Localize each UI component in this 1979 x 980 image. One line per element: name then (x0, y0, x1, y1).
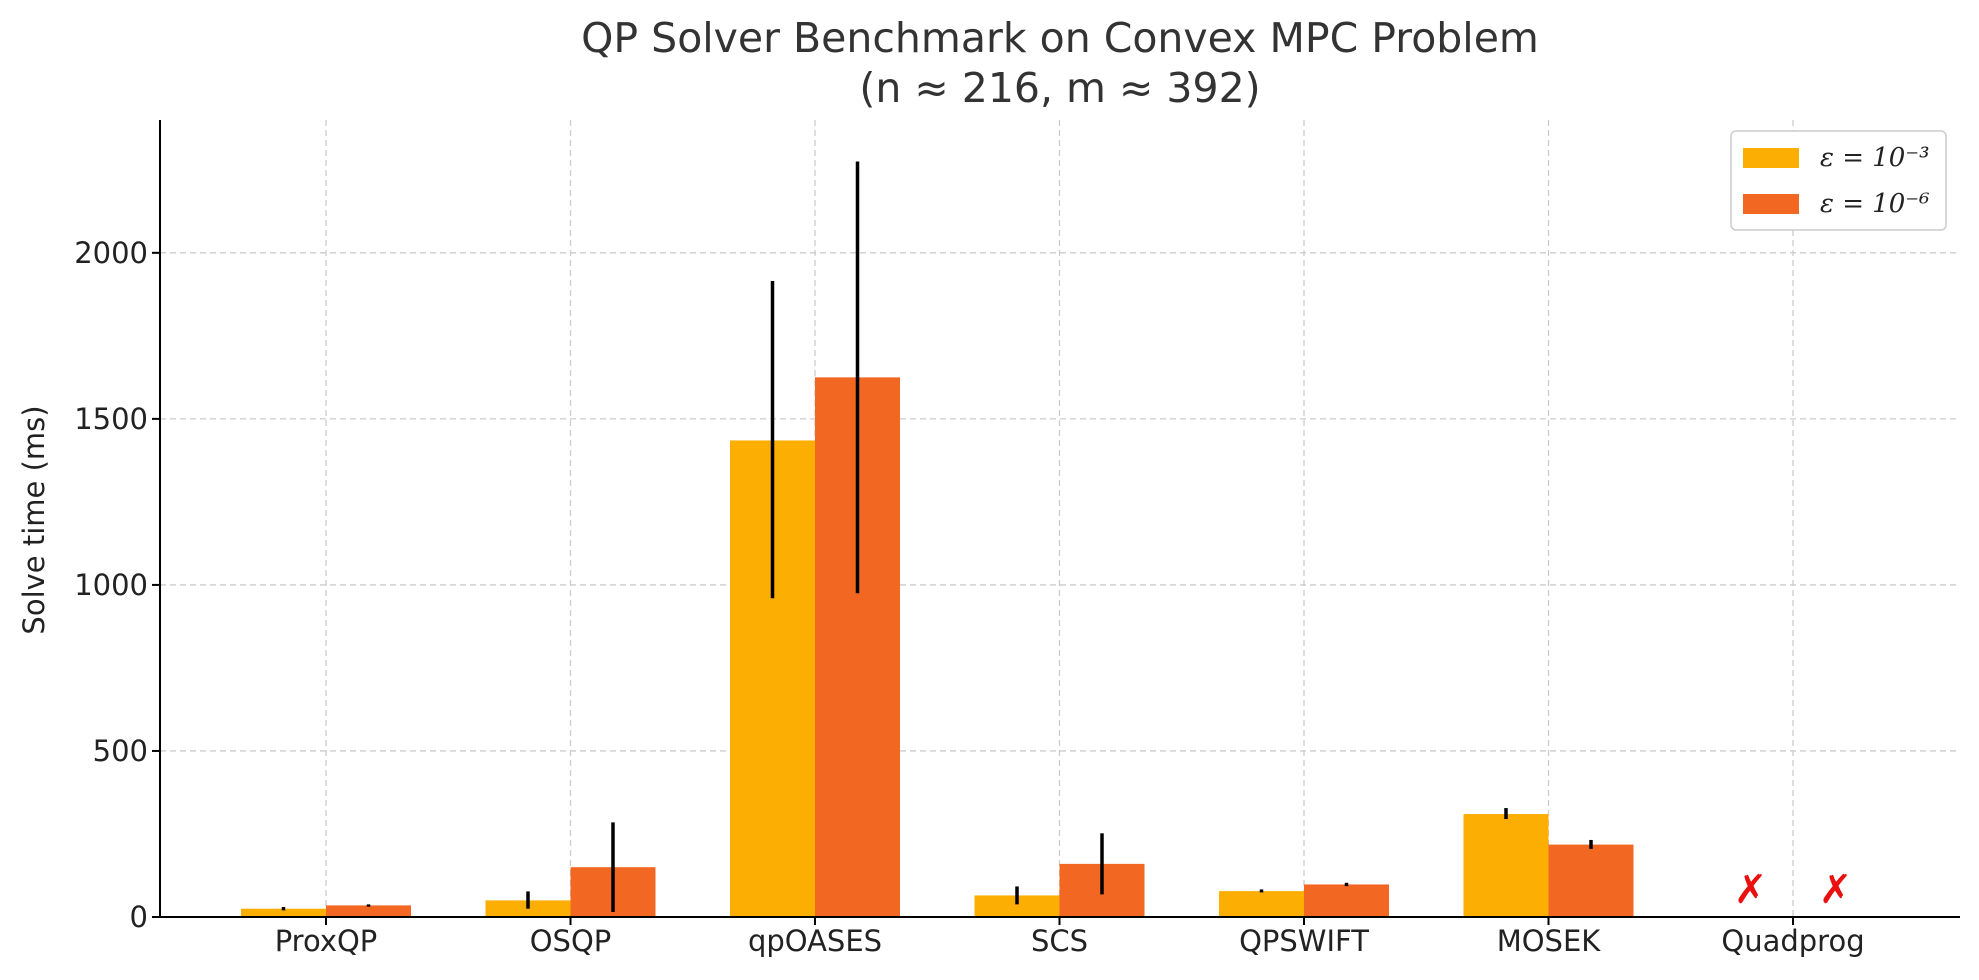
legend: ε = 10⁻³ ε = 10⁻⁶ (1730, 130, 1947, 231)
bars (241, 377, 1634, 917)
bar-mosek-s1 (1463, 814, 1549, 917)
failed-markers: ✗ ✗ (1734, 867, 1853, 913)
legend-swatch (1743, 194, 1799, 214)
x-tick-label-mosek: MOSEK (1497, 924, 1602, 958)
failed-marker: ✗ (1734, 867, 1768, 913)
bar-proxqp-s2 (326, 905, 411, 917)
legend-swatch (1743, 148, 1799, 168)
x-tick-label-qpswift: QPSWIFT (1239, 924, 1369, 958)
bar-qpswift-s1 (1219, 891, 1304, 917)
y-axis-label: Solve time (ms) (17, 405, 51, 634)
x-tick-label-quadprog: Quadprog (1721, 924, 1864, 958)
y-tick-label: 2000 (74, 236, 148, 270)
axes (152, 120, 1960, 925)
legend-label: ε = 10⁻³ (1820, 143, 1930, 173)
y-tick-label: 1000 (74, 568, 148, 602)
bar-mosek-s2 (1548, 844, 1634, 917)
tick-labels: 0 500 1000 1500 2000 ProxQP OSQP qpOASES SCS QPSW… (74, 236, 1864, 958)
x-tick-label-proxqp: ProxQP (275, 924, 378, 958)
legend-label: ε = 10⁻⁶ (1820, 189, 1930, 219)
x-tick-label-scs: SCS (1031, 924, 1088, 958)
bar-scs-s1 (974, 895, 1060, 917)
x-tick-label-osqp: OSQP (530, 924, 612, 958)
chart-subtitle: (n ≈ 216, m ≈ 392) (859, 64, 1260, 112)
x-tick-label-qpoases: qpOASES (748, 924, 882, 958)
bar-qpswift-s2 (1304, 884, 1389, 917)
y-tick-label: 1500 (74, 402, 148, 436)
grid (160, 120, 1960, 917)
failed-marker: ✗ (1819, 867, 1853, 913)
chart-title: QP Solver Benchmark on Convex MPC Proble… (581, 14, 1539, 62)
bar-proxqp-s1 (241, 908, 326, 917)
error-bars (281, 161, 1593, 913)
y-tick-label: 0 (130, 900, 148, 934)
y-tick-label: 500 (93, 734, 148, 768)
